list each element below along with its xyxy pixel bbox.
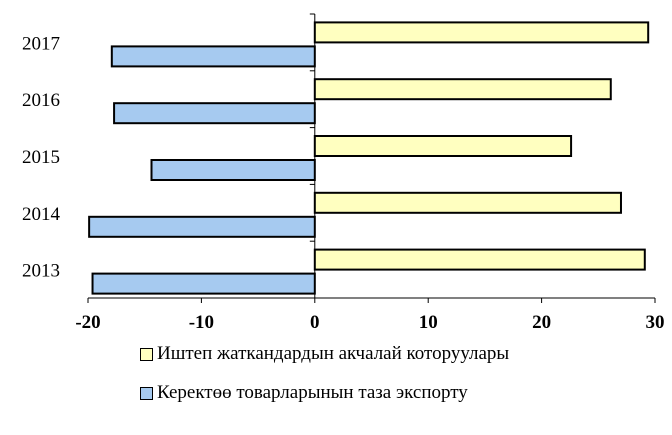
legend-label-remittances: Иштеп жаткандардын акчалай которуулары bbox=[157, 343, 510, 364]
legend: Иштеп жаткандардын акчалай которуулары К… bbox=[140, 342, 509, 420]
x-tick-label: -20 bbox=[75, 312, 100, 333]
bar-remittances-2013 bbox=[313, 248, 646, 271]
bar-remittances-2014 bbox=[313, 191, 622, 214]
legend-item-net-exports: Керектөө товарларынын таза экспорту bbox=[140, 381, 509, 405]
y-tick-label: 2017 bbox=[22, 33, 60, 54]
bar-chart: 2013 2014 2015 2016 2017 -20 -10 0 10 20 30 bbox=[22, 13, 665, 333]
x-tick-label: 10 bbox=[419, 312, 438, 333]
bar-net-exports-2013 bbox=[91, 272, 316, 295]
y-tick-label: 2016 bbox=[22, 90, 60, 111]
bar-remittances-2017 bbox=[313, 21, 650, 44]
x-tick-label: 20 bbox=[532, 312, 551, 333]
bar-net-exports-2014 bbox=[88, 215, 316, 238]
bar-net-exports-2017 bbox=[110, 45, 316, 68]
x-tick-label: -10 bbox=[189, 312, 214, 333]
x-tick-label: 0 bbox=[310, 312, 320, 333]
legend-swatch-remittances bbox=[140, 347, 153, 361]
bar-net-exports-2016 bbox=[113, 102, 316, 125]
bars-layer bbox=[88, 21, 650, 295]
legend-swatch-net-exports bbox=[140, 386, 153, 400]
ticks-layer: 2013 2014 2015 2016 2017 -20 -10 0 10 20 30 bbox=[22, 13, 665, 333]
bar-remittances-2015 bbox=[313, 135, 573, 157]
y-tick-label: 2014 bbox=[22, 204, 61, 225]
y-tick-label: 2013 bbox=[22, 261, 60, 282]
bar-remittances-2016 bbox=[313, 78, 612, 101]
x-tick-label: 30 bbox=[646, 312, 665, 333]
legend-label-net-exports: Керектөө товарларынын таза экспорту bbox=[157, 382, 468, 403]
y-tick-label: 2015 bbox=[22, 147, 60, 168]
legend-item-remittances: Иштеп жаткандардын акчалай которуулары bbox=[140, 342, 509, 366]
bar-net-exports-2015 bbox=[150, 159, 316, 181]
